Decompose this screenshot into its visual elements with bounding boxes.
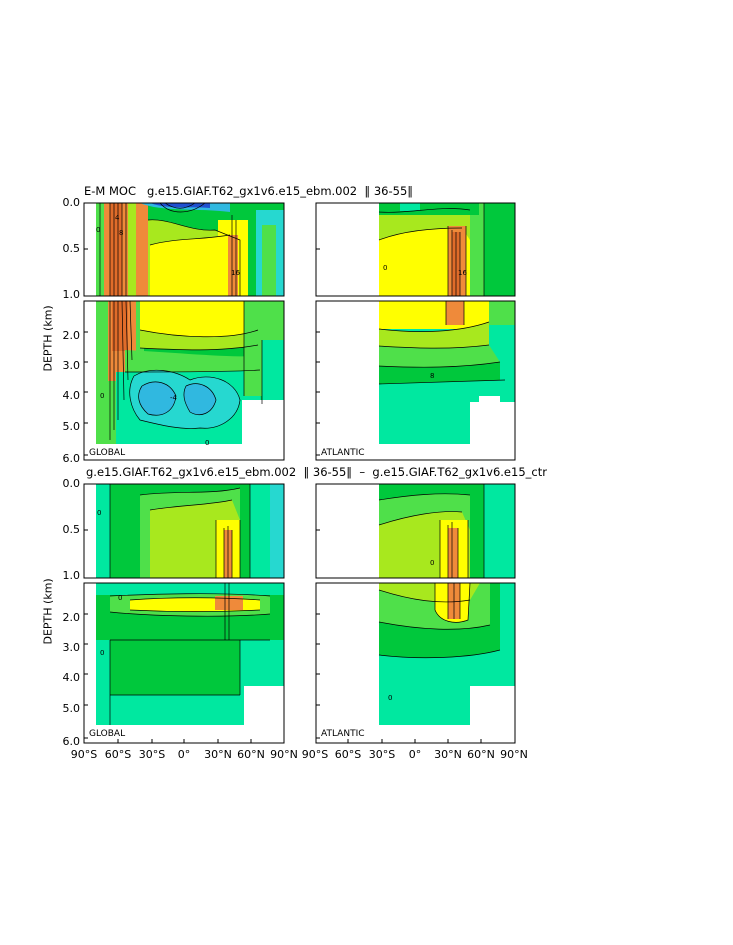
y-tick: 0.5: [62, 242, 81, 255]
axis-ticks: [84, 202, 482, 743]
y-tick: 1.0: [62, 569, 81, 582]
x-tick: 60°N: [467, 748, 495, 761]
atlantic-lower-contours: [378, 301, 506, 385]
contour-label: 8: [430, 372, 434, 380]
y-tick: 3.0: [62, 641, 81, 654]
diff-global-lower-contours: [109, 583, 271, 725]
contour-labels: 4 8 16 0 -4 0 0 16 8 0 0 0 0 0 0: [96, 214, 467, 702]
y-tick: 4.0: [62, 389, 81, 402]
diff-atlantic-lower-field: [379, 583, 515, 743]
y-tick: 2.0: [62, 611, 81, 624]
x-tick: 0°: [177, 748, 191, 761]
x-tick: 60°N: [237, 748, 265, 761]
contour-label: 0: [118, 594, 122, 602]
contour-label: 0: [383, 264, 387, 272]
x-tick: 30°S: [368, 748, 396, 761]
x-tick: 30°S: [138, 748, 166, 761]
contour-label: 0: [388, 694, 392, 702]
contour-label: 16: [231, 269, 240, 277]
diff-global-lower-field: [96, 583, 284, 743]
x-tick: 90°N: [500, 748, 528, 761]
x-tick: 0°: [408, 748, 422, 761]
bottom-title: g.e15.GIAF.T62_gx1v6.e15_ebm.002 ‖ 36-55…: [86, 465, 547, 479]
global-upper-contours: [99, 203, 241, 296]
contour-label: 0: [430, 559, 434, 567]
y-tick: 6.0: [62, 452, 81, 465]
y-tick: 0.5: [62, 523, 81, 536]
global-upper-field: [96, 203, 284, 296]
y-tick: 6.0: [62, 735, 81, 748]
diff-global-upper-field: [96, 484, 284, 578]
diff-atlantic-upper-contours: [378, 484, 485, 578]
contour-label: 16: [458, 269, 467, 277]
top-title: E-M MOC g.e15.GIAF.T62_gx1v6.e15_ebm.002…: [84, 184, 414, 198]
contour-label: 8: [119, 229, 123, 237]
panel-label-atlantic-diff: ATLANTIC: [321, 729, 365, 739]
panel-label-global: GLOBAL: [89, 448, 125, 458]
contour-label: -4: [170, 394, 178, 402]
atlantic-lower-field: [379, 301, 515, 460]
y-tick: 5.0: [62, 420, 81, 433]
x-tick: 60°S: [104, 748, 132, 761]
contour-label: 4: [115, 214, 120, 222]
x-tick: 30°N: [434, 748, 462, 761]
diff-atlantic-lower-contours: [378, 583, 501, 659]
y-tick: 2.0: [62, 329, 81, 342]
contour-label: 0: [97, 509, 101, 517]
panel-label-atlantic: ATLANTIC: [321, 448, 365, 458]
global-lower-contours: [109, 301, 263, 440]
y-tick: 3.0: [62, 359, 81, 372]
contour-label: 0: [96, 226, 100, 234]
x-tick: 60°S: [334, 748, 362, 761]
global-lower-field: [96, 301, 284, 460]
atlantic-upper-field: [379, 203, 515, 296]
y-tick: 4.0: [62, 671, 81, 684]
y-tick: 0.0: [62, 196, 81, 209]
contour-label: 0: [205, 439, 209, 447]
contour-label: 0: [100, 392, 104, 400]
x-tick: 90°S: [70, 748, 98, 761]
diff-global-upper-contours: [109, 484, 251, 578]
diff-atlantic-upper-field: [379, 484, 515, 578]
y-tick: 5.0: [62, 702, 81, 715]
x-tick: 30°N: [204, 748, 232, 761]
y-tick: 1.0: [62, 288, 81, 301]
panel-label-global-diff: GLOBAL: [89, 729, 125, 739]
contour-label: 0: [100, 649, 104, 657]
y-tick: 0.0: [62, 477, 81, 490]
x-tick: 90°S: [301, 748, 329, 761]
atlantic-upper-contours: [378, 203, 485, 296]
x-tick: 90°N: [270, 748, 298, 761]
